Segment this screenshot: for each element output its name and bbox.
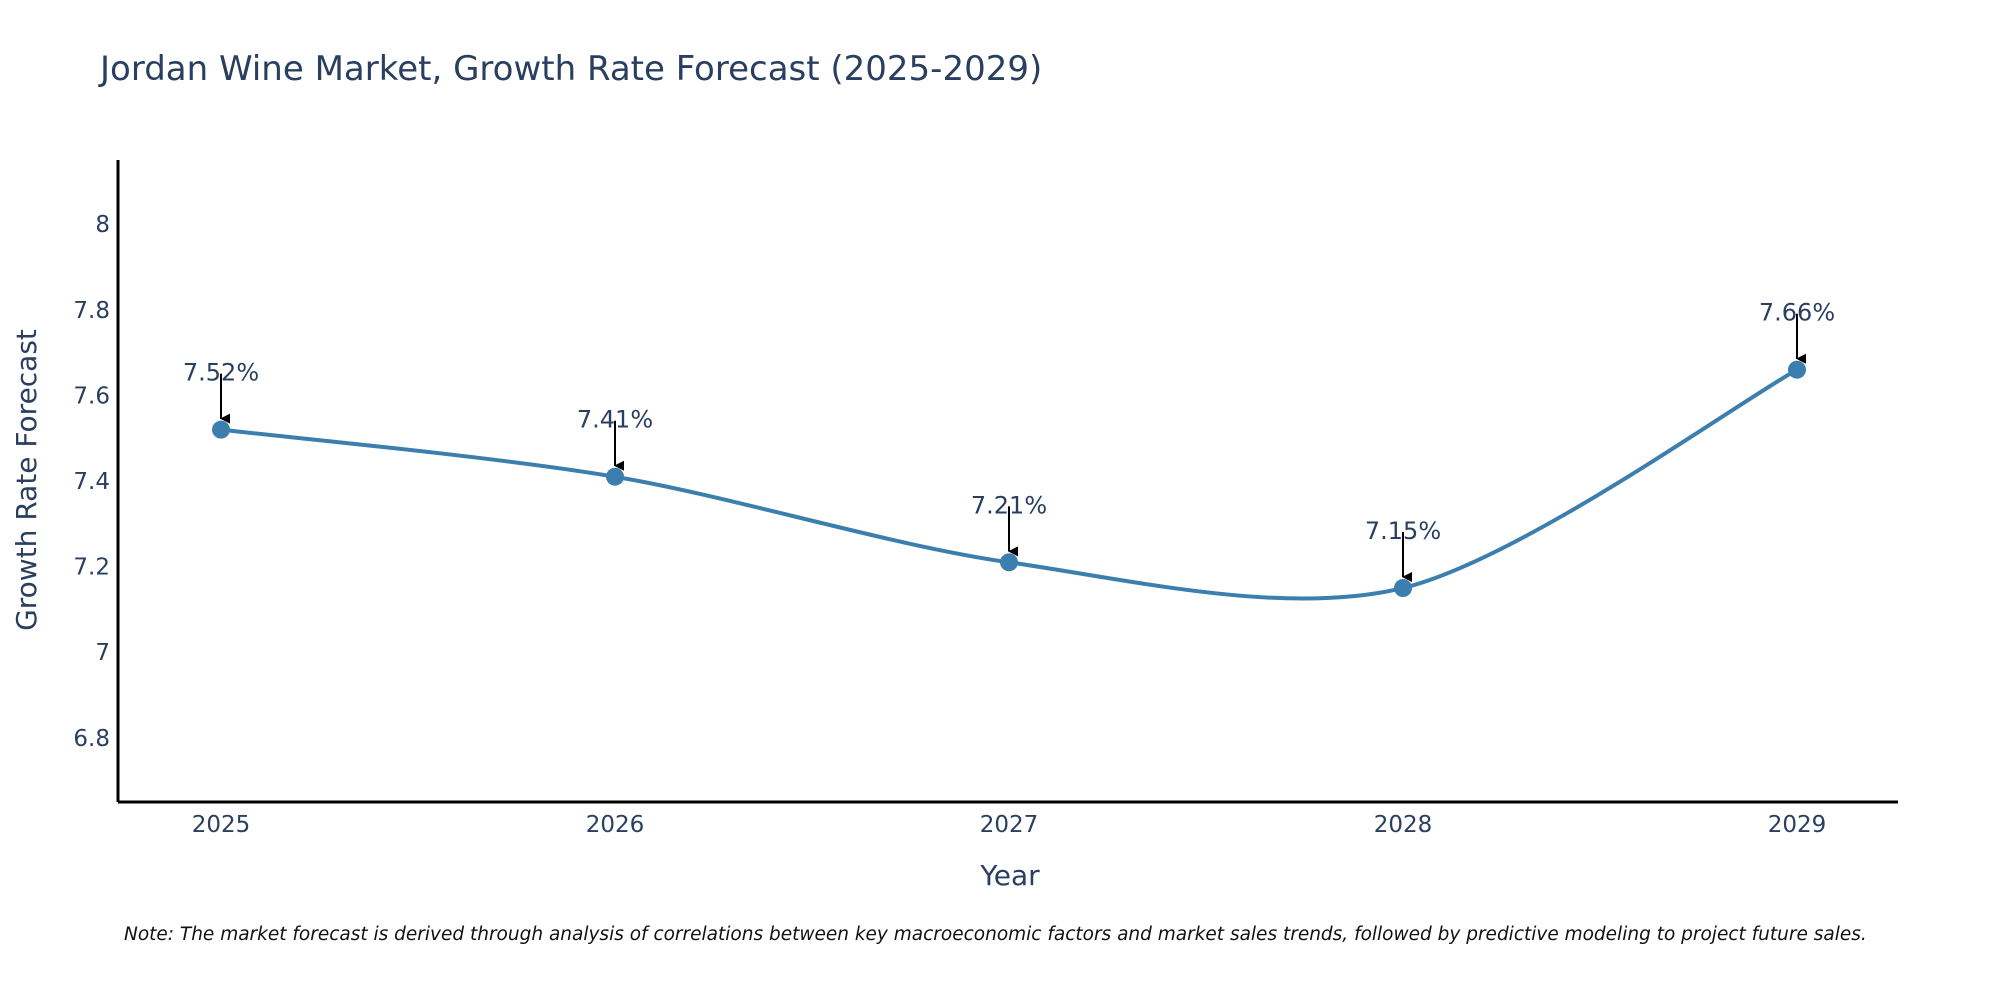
x-tick-label: 2028 bbox=[1374, 812, 1433, 838]
x-axis-ticks: 2025 2026 2027 2028 2029 bbox=[192, 812, 1827, 838]
y-tick-label: 6.8 bbox=[73, 726, 110, 752]
y-tick-label: 7.4 bbox=[73, 469, 110, 495]
data-label: 7.21% bbox=[971, 491, 1047, 519]
y-tick-label: 7.8 bbox=[73, 298, 110, 324]
y-tick-label: 8 bbox=[95, 212, 110, 238]
x-tick-label: 2029 bbox=[1768, 812, 1827, 838]
data-point bbox=[606, 467, 624, 486]
data-point bbox=[1788, 360, 1806, 379]
data-label: 7.52% bbox=[183, 359, 259, 387]
data-point bbox=[1000, 553, 1018, 572]
data-label: 7.15% bbox=[1365, 517, 1441, 545]
data-point bbox=[1394, 579, 1412, 597]
y-axis-ticks: 6.8 7 7.2 7.4 7.6 7.8 8 bbox=[73, 212, 110, 752]
y-tick-label: 7.2 bbox=[73, 555, 110, 581]
data-label-annotations: 7.52% 7.41% 7.21% 7.15% 7.66% bbox=[183, 299, 1835, 582]
x-tick-label: 2026 bbox=[586, 812, 645, 838]
y-tick-label: 7 bbox=[95, 640, 110, 666]
data-point bbox=[212, 420, 230, 439]
plot-area: 6.8 7 7.2 7.4 7.6 7.8 8 2025 2026 2027 2028 2029 7… bbox=[73, 160, 1898, 838]
forecast-note: Note: The market forecast is derived thr… bbox=[124, 924, 1867, 945]
y-axis-title: Growth Rate Forecast bbox=[10, 329, 43, 631]
data-label: 7.41% bbox=[577, 406, 653, 434]
chart-title: Jordan Wine Market, Growth Rate Forecast… bbox=[98, 49, 1042, 89]
x-tick-label: 2025 bbox=[192, 812, 251, 838]
series-markers bbox=[212, 360, 1806, 597]
data-label: 7.66% bbox=[1759, 299, 1835, 327]
x-axis-title: Year bbox=[979, 859, 1040, 892]
y-tick-label: 7.6 bbox=[73, 383, 110, 409]
x-tick-label: 2027 bbox=[980, 812, 1039, 838]
